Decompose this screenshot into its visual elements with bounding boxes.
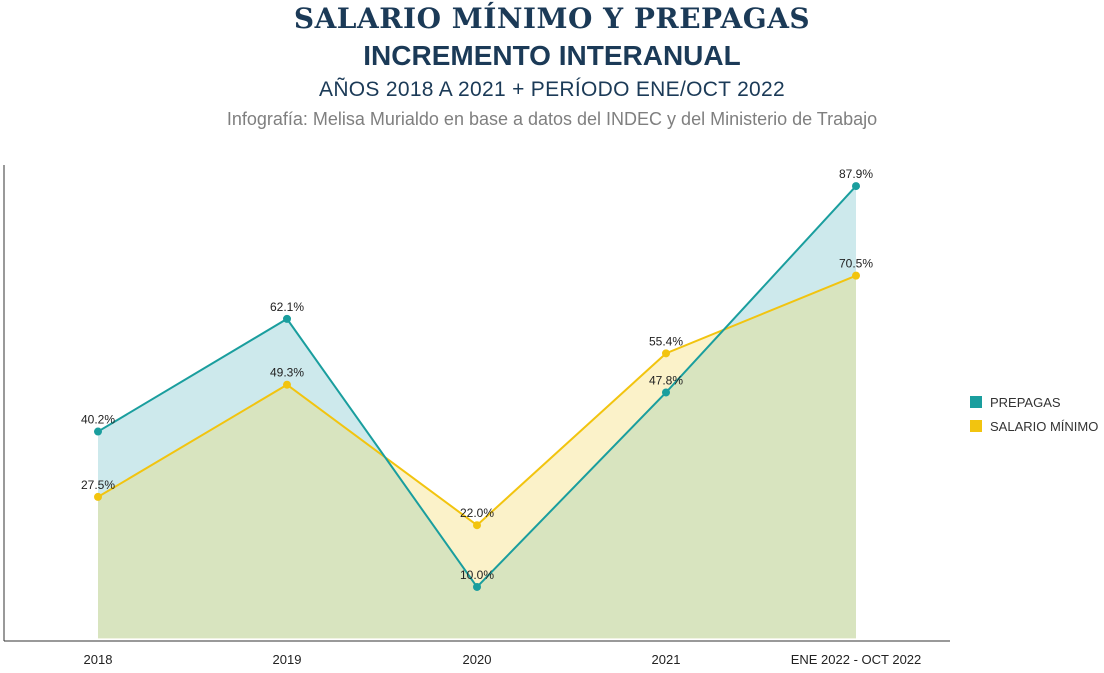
point-salario-4	[852, 271, 860, 280]
x-tick-label-3: 2021	[652, 652, 681, 667]
data-label-salario-1: 49.3%	[270, 366, 304, 380]
point-prepagas-1	[283, 314, 291, 323]
point-prepagas-3	[662, 388, 670, 397]
x-tick-label-0: 2018	[84, 652, 113, 667]
x-tick-label-4: ENE 2022 - OCT 2022	[791, 652, 922, 667]
legend-swatch-salario	[970, 420, 982, 432]
legend-item-salario[interactable]: SALARIO MÍNIMO	[970, 414, 1098, 438]
point-salario-3	[662, 349, 670, 358]
x-tick-label-1: 2019	[273, 652, 302, 667]
chart-credit: Infografía: Melisa Murialdo en base a da…	[226, 109, 878, 129]
legend-item-prepagas[interactable]: PREPAGAS	[970, 390, 1098, 414]
point-prepagas-0	[94, 427, 102, 436]
data-label-prepagas-3: 47.8%	[649, 373, 683, 387]
legend-label-salario: SALARIO MÍNIMO	[990, 418, 1099, 434]
data-label-prepagas-0: 40.2%	[81, 413, 115, 427]
point-salario-2	[473, 521, 481, 530]
point-salario-0	[94, 492, 102, 501]
data-label-salario-2: 22.0%	[460, 506, 494, 520]
chart-subtitle: INCREMENTO INTERANUAL	[363, 40, 741, 71]
data-label-prepagas-1: 62.1%	[270, 300, 304, 314]
data-label-salario-3: 55.4%	[649, 334, 683, 348]
point-prepagas-2	[473, 582, 481, 591]
data-label-prepagas-4: 87.9%	[839, 167, 873, 181]
x-tick-label-2: 2020	[463, 652, 492, 667]
point-salario-1	[283, 380, 291, 389]
chart-period: AÑOS 2018 A 2021 + PERÍODO ENE/OCT 2022	[319, 78, 785, 101]
chart-title: SALARIO MÍNIMO Y PREPAGAS	[293, 2, 811, 35]
data-label-salario-4: 70.5%	[839, 257, 873, 271]
legend-swatch-prepagas	[970, 396, 982, 408]
point-prepagas-4	[852, 182, 860, 191]
legend-label-prepagas: PREPAGAS	[990, 394, 1061, 410]
data-label-salario-0: 27.5%	[81, 478, 115, 492]
chart-legend: PREPAGAS SALARIO MÍNIMO	[970, 390, 1098, 438]
data-label-prepagas-2: 10.0%	[460, 568, 494, 582]
